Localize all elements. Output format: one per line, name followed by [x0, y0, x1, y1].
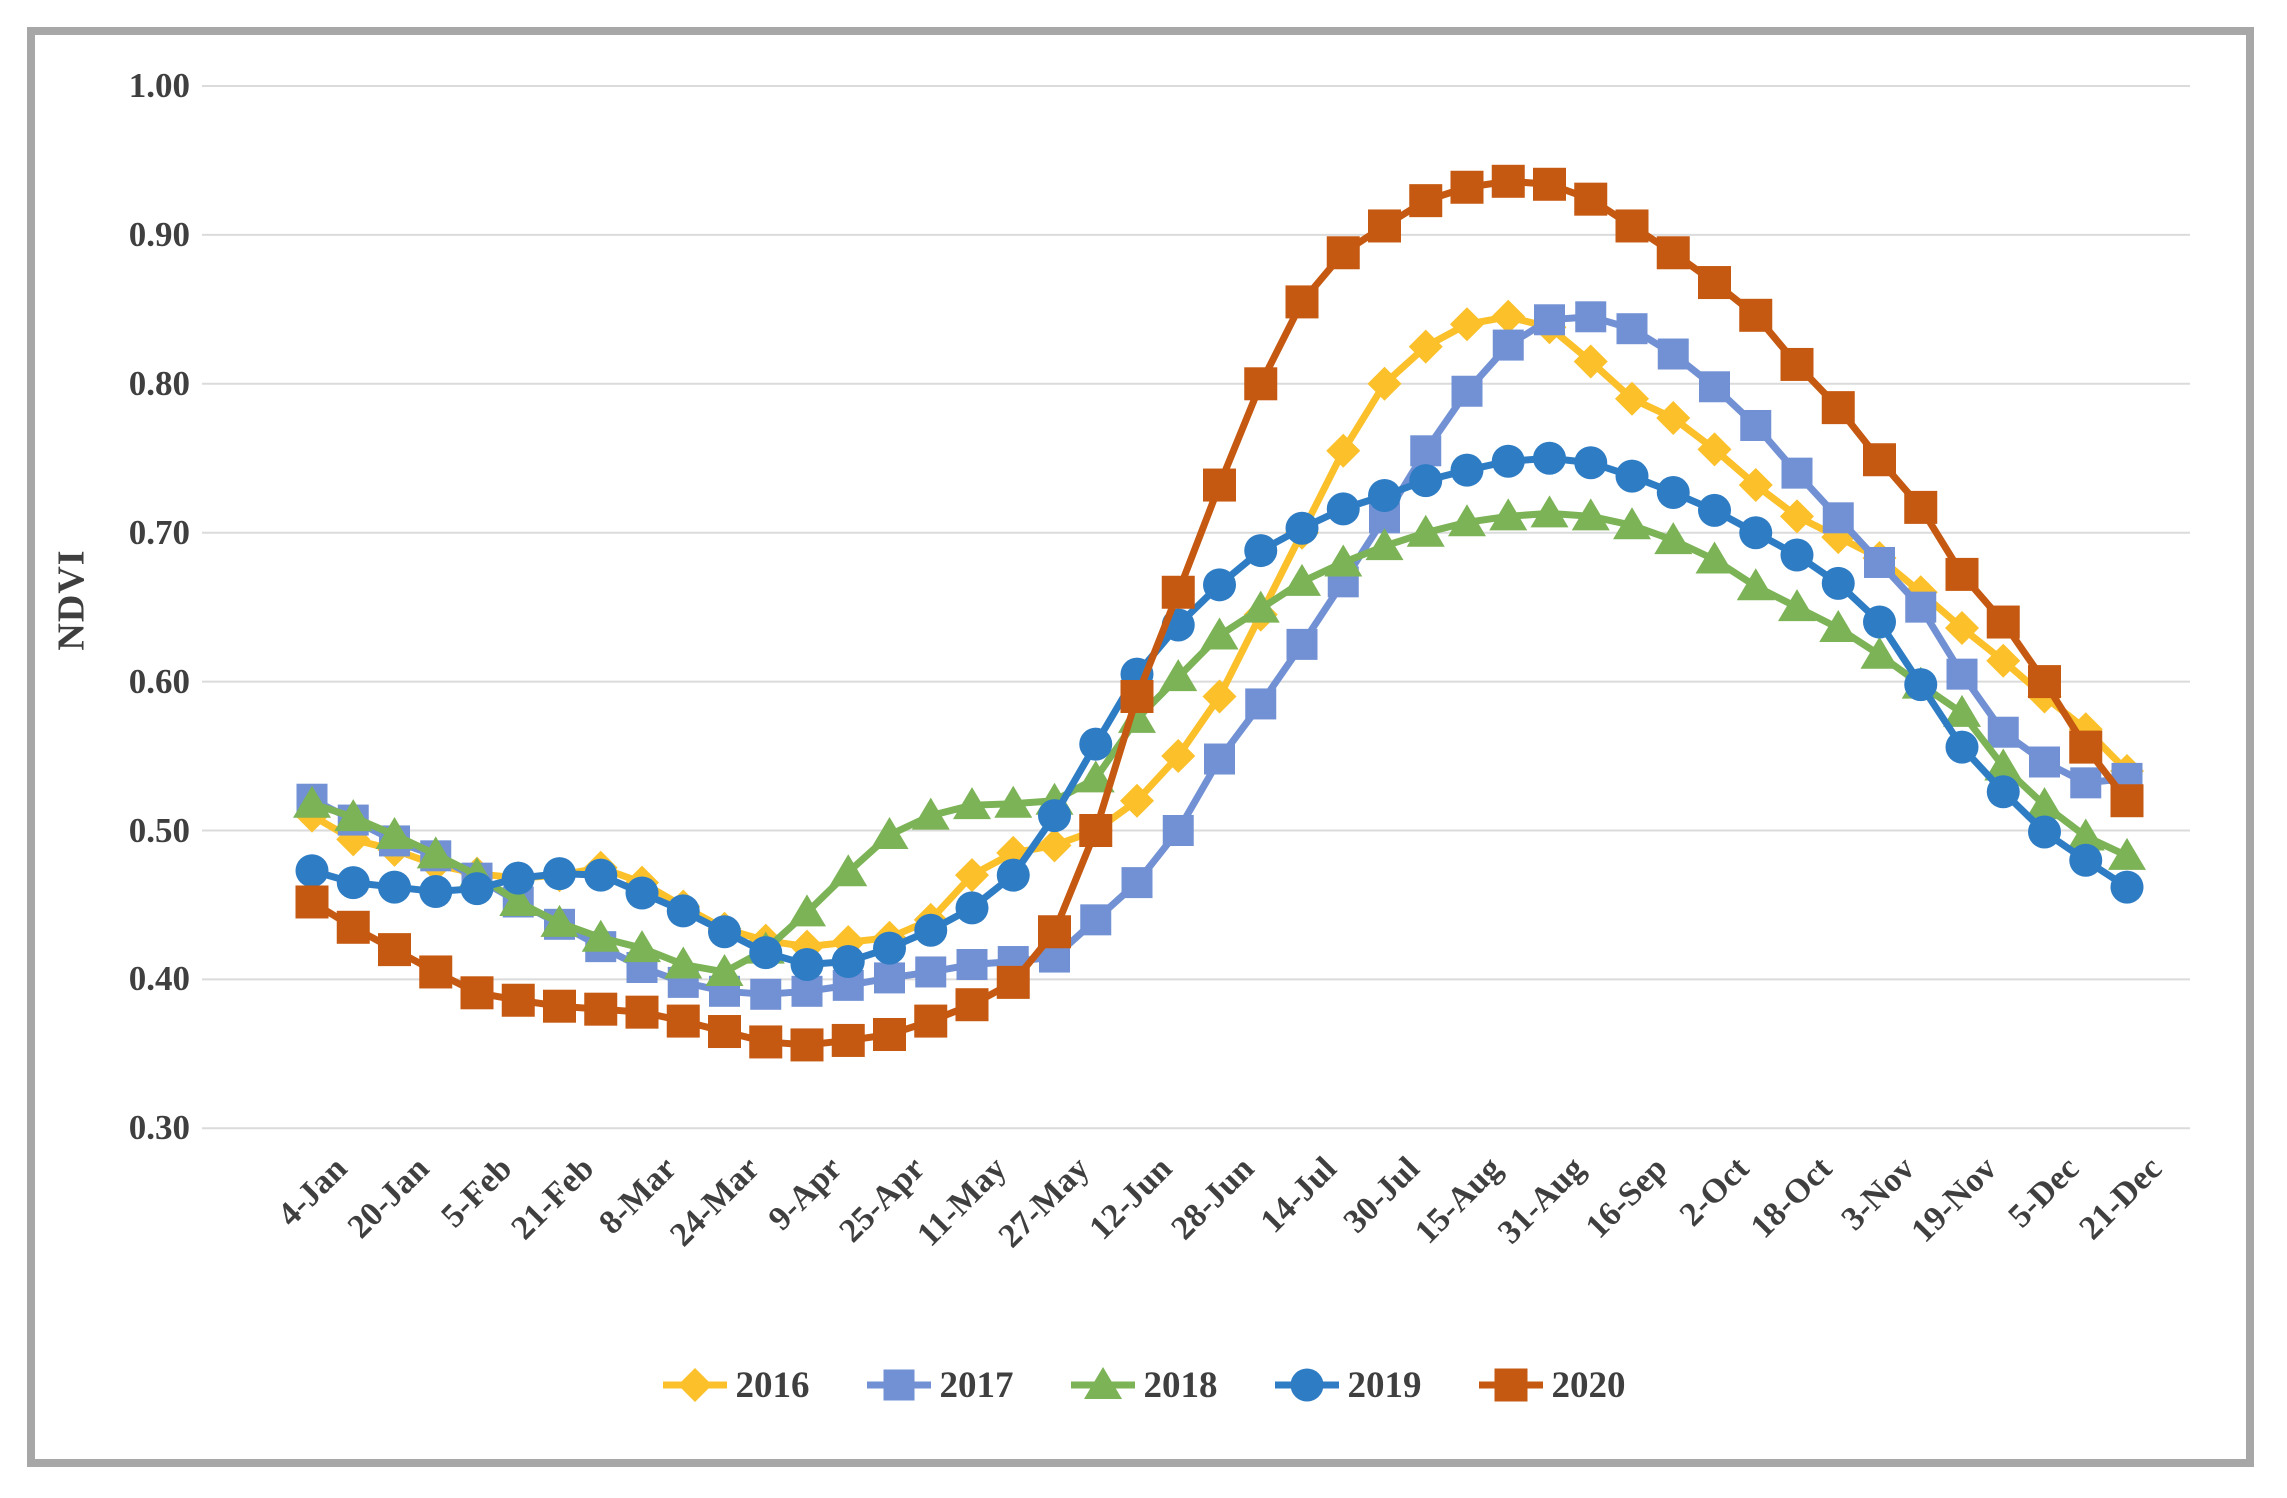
legend-label: 2018	[1143, 1364, 1218, 1406]
legend-label: 2019	[1347, 1364, 1422, 1406]
series-2019	[295, 441, 2144, 982]
legend-item-2020: 2020	[1478, 1362, 1626, 1408]
series-2020	[295, 164, 2144, 1062]
y-tick-label: 0.70	[128, 512, 190, 552]
legend-item-2017: 2017	[866, 1362, 1014, 1408]
legend-square-icon	[866, 1369, 931, 1401]
gridlines	[202, 85, 2190, 1130]
chart-legend: 2016 2017 2018 2019 2020	[0, 1350, 2287, 1420]
legend-circle-icon	[1274, 1368, 1339, 1402]
y-tick-label: 0.90	[128, 214, 190, 254]
legend-item-2018: 2018	[1070, 1362, 1218, 1408]
y-axis-title: NDVI	[14, 500, 130, 700]
legend-item-2019: 2019	[1274, 1362, 1422, 1408]
y-tick-label: 0.50	[128, 810, 190, 850]
series-2017	[296, 301, 2143, 1010]
y-axis-title-text: NDVI	[51, 549, 93, 651]
chart-frame-border	[27, 27, 2254, 1467]
legend-diamond-icon	[662, 1368, 727, 1402]
legend-square-icon	[1478, 1368, 1543, 1402]
legend-label: 2016	[735, 1364, 810, 1406]
y-tick-label: 0.80	[128, 363, 190, 403]
legend-triangle-icon	[1070, 1367, 1135, 1399]
y-tick-label: 1.00	[128, 66, 190, 105]
legend-label: 2017	[939, 1364, 1014, 1406]
legend-item-2016: 2016	[662, 1362, 810, 1408]
legend-label: 2020	[1551, 1364, 1626, 1406]
y-tick-label: 0.40	[128, 959, 190, 999]
y-tick-label: 0.30	[128, 1108, 190, 1148]
y-tick-label: 0.60	[128, 661, 190, 701]
